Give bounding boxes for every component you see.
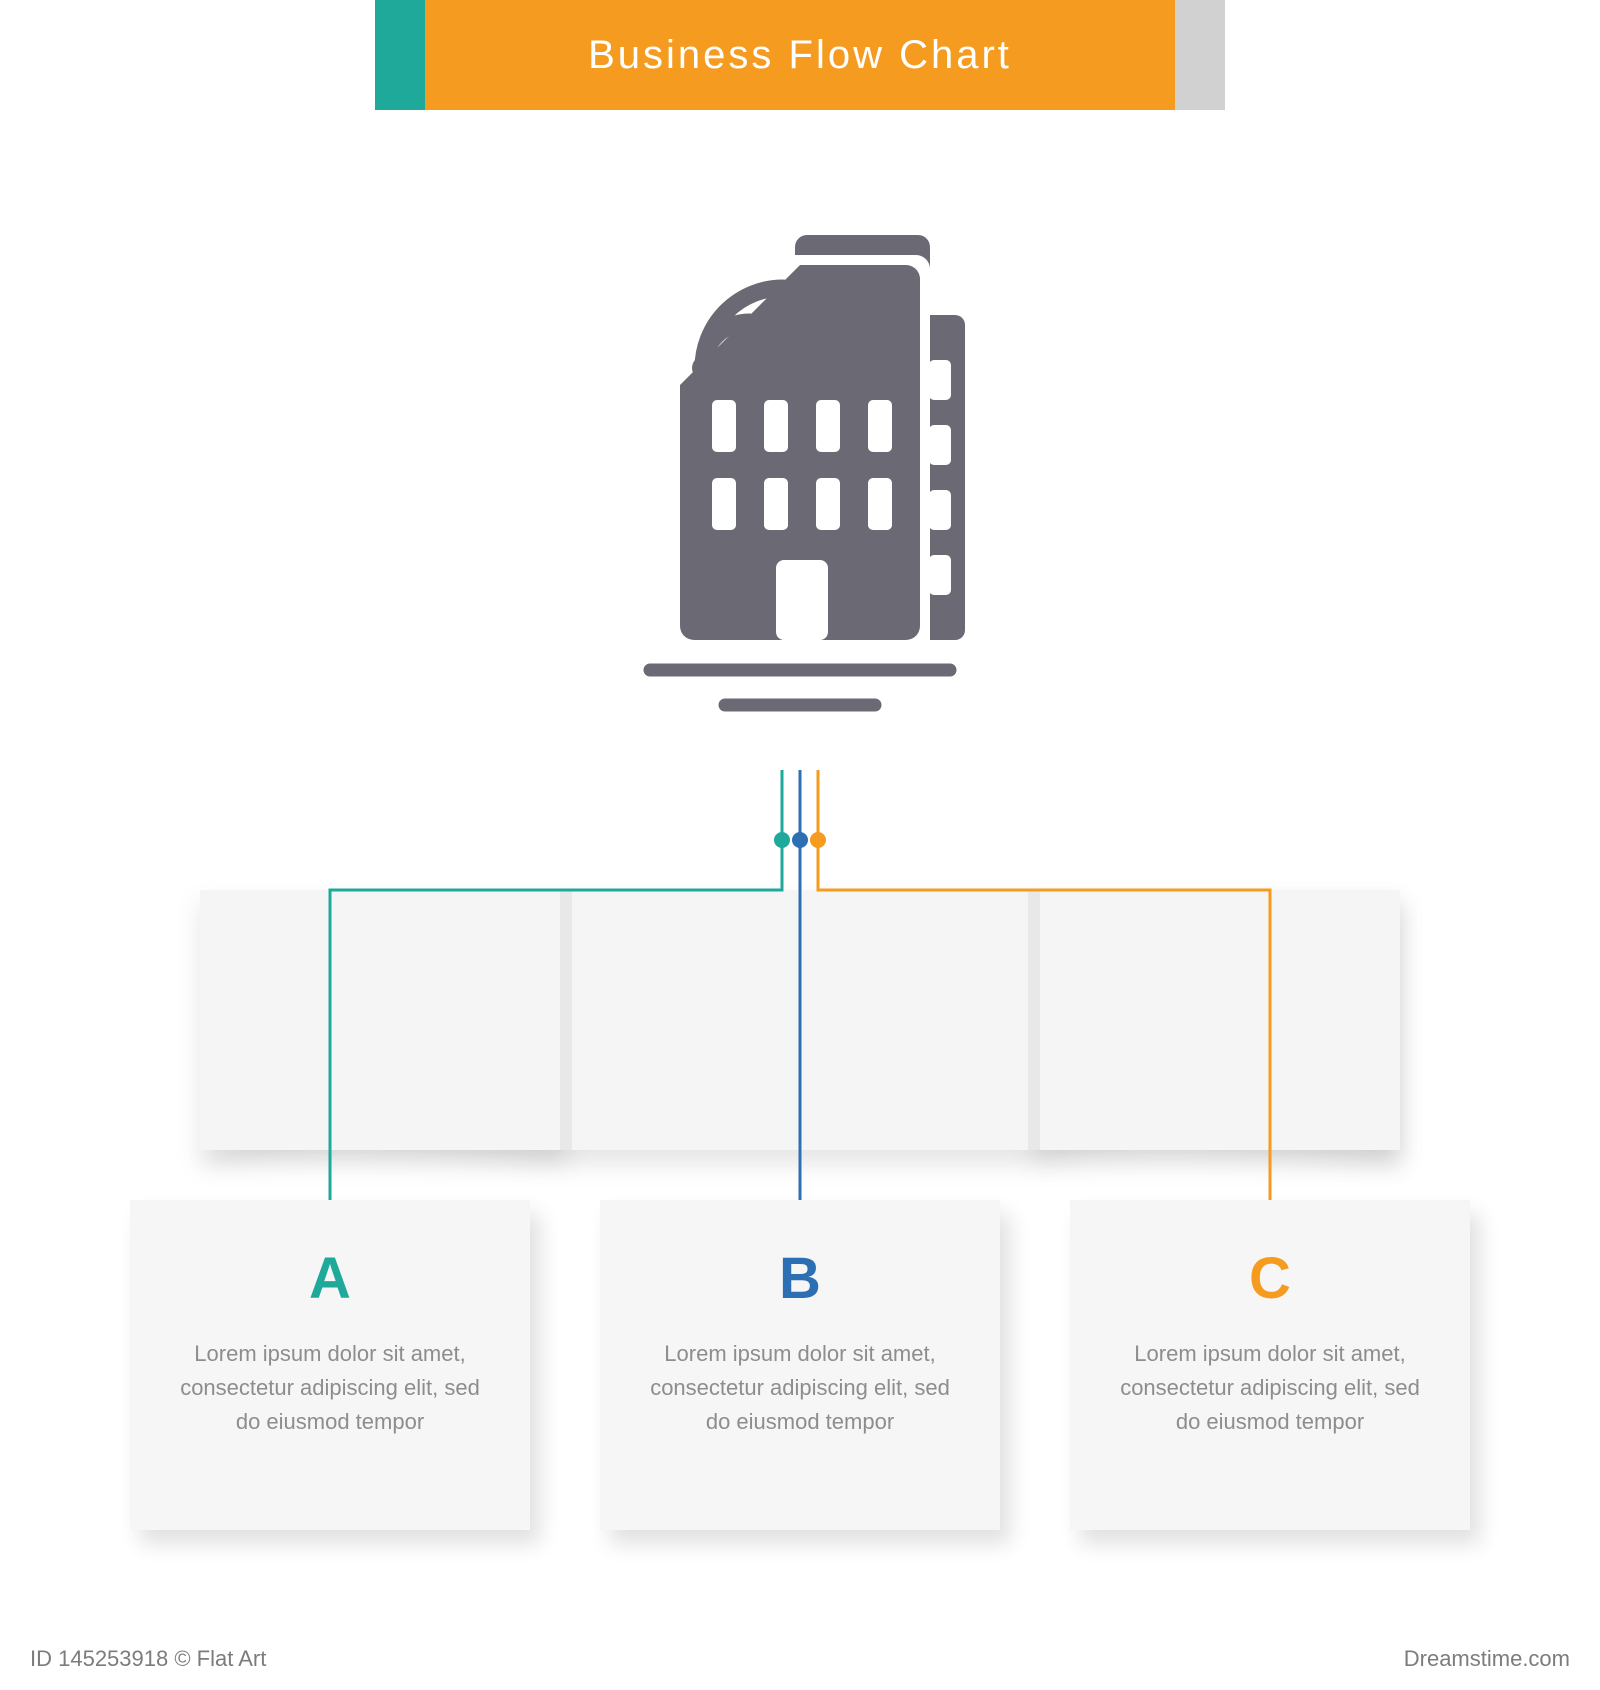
fold-shadow-2 xyxy=(1028,890,1040,1150)
card-a-letter: A xyxy=(165,1245,495,1312)
card-c-body: Lorem ipsum dolor sit amet, consectetur … xyxy=(1105,1337,1435,1439)
card-c: C Lorem ipsum dolor sit amet, consectetu… xyxy=(1070,1200,1470,1530)
connector-dots xyxy=(774,832,826,848)
header-band: Business Flow Chart xyxy=(375,0,1225,110)
footer: ID 145253918 © Flat Art Dreamstime.com xyxy=(0,1646,1600,1672)
smart-city-icon xyxy=(540,210,1060,730)
band-main: Business Flow Chart xyxy=(425,0,1175,110)
cards-row: A Lorem ipsum dolor sit amet, consectetu… xyxy=(0,1200,1600,1530)
card-a-body: Lorem ipsum dolor sit amet, consectetur … xyxy=(165,1337,495,1439)
card-a: A Lorem ipsum dolor sit amet, consectetu… xyxy=(130,1200,530,1530)
buildings-glyph xyxy=(680,235,965,655)
fold-shadow-1 xyxy=(560,890,572,1150)
card-c-letter: C xyxy=(1105,1245,1435,1312)
band-accent-right xyxy=(1175,0,1225,110)
card-b: B Lorem ipsum dolor sit amet, consectetu… xyxy=(600,1200,1000,1530)
page-title: Business Flow Chart xyxy=(588,33,1012,78)
card-b-body: Lorem ipsum dolor sit amet, consectetur … xyxy=(635,1337,965,1439)
footer-right: Dreamstime.com xyxy=(1404,1646,1570,1672)
card-b-letter: B xyxy=(635,1245,965,1312)
connector-tree xyxy=(0,770,1600,1200)
footer-left: ID 145253918 © Flat Art xyxy=(30,1646,266,1672)
band-accent-left xyxy=(375,0,425,110)
